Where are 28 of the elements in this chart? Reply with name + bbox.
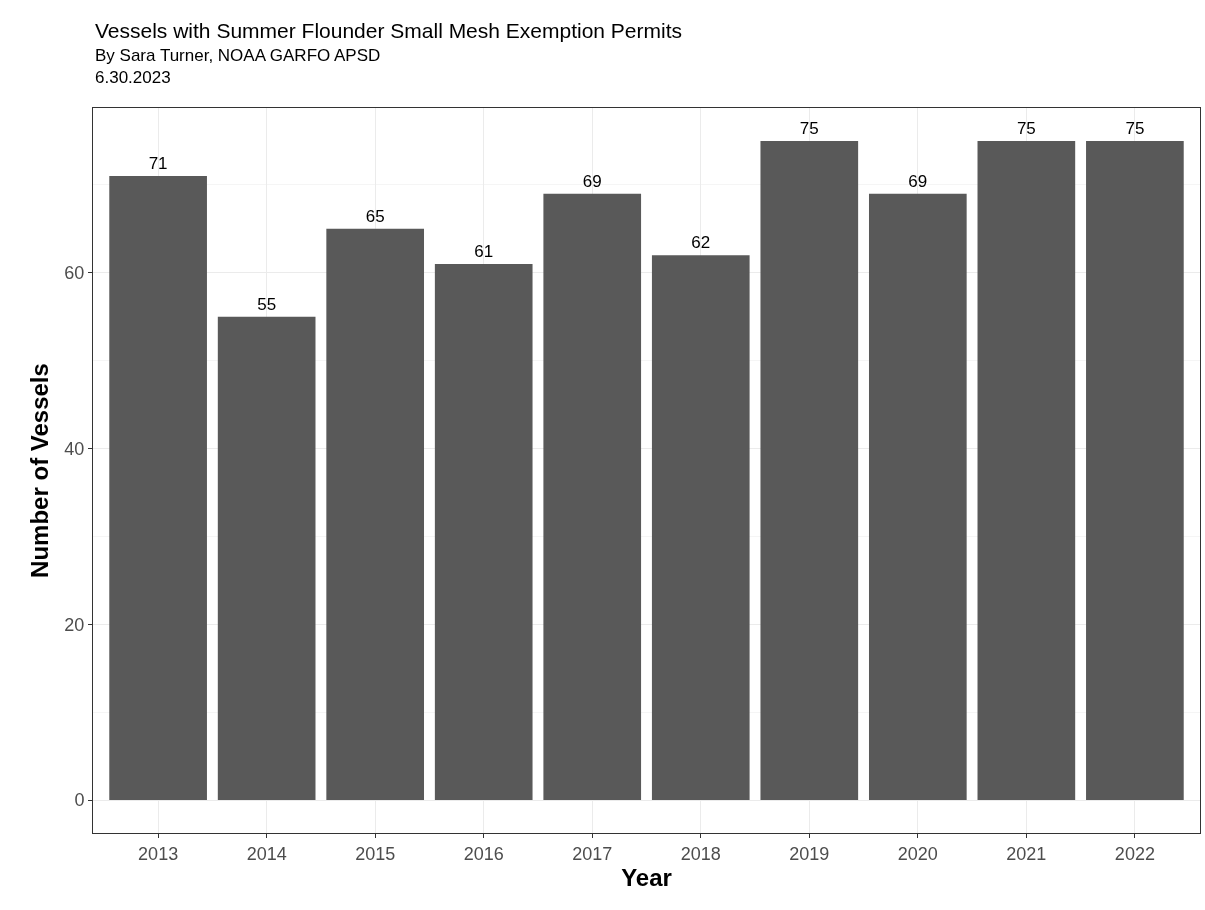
x-axis-title: Year	[621, 863, 672, 891]
data-label: 71	[148, 154, 168, 174]
y-tick-label: 20	[64, 614, 85, 635]
x-tick-label: 2021	[1006, 843, 1047, 864]
x-tick-label: 2022	[1114, 843, 1155, 864]
y-tick-label: 60	[64, 263, 85, 284]
y-axis-title: Number of Vessels	[26, 363, 54, 578]
data-label: 65	[365, 206, 385, 226]
x-tick-label: 2017	[572, 843, 613, 864]
data-label: 75	[1125, 118, 1145, 138]
x-tick-label: 2020	[897, 843, 938, 864]
data-label: 61	[474, 241, 494, 261]
chart-title: Vessels with Summer Flounder Small Mesh Exemption Permits	[95, 19, 683, 42]
x-tick-label: 2018	[680, 843, 721, 864]
x-tick-label: 2016	[463, 843, 504, 864]
chart-subtitle: By Sara Turner, NOAA GARFO APSD 6.30.2023	[95, 46, 381, 88]
data-label: 55	[257, 294, 277, 314]
data-label: 75	[1016, 118, 1036, 138]
x-tick-label: 2019	[789, 843, 830, 864]
y-tick-label: 0	[74, 790, 85, 811]
data-label: 75	[799, 118, 819, 138]
x-tick-label: 2014	[246, 843, 287, 864]
data-label: 62	[691, 233, 711, 253]
y-tick-label: 40	[64, 438, 85, 459]
data-label: 69	[908, 171, 928, 191]
data-label: 69	[582, 171, 602, 191]
x-tick-label: 2015	[355, 843, 396, 864]
x-tick-label: 2013	[138, 843, 179, 864]
